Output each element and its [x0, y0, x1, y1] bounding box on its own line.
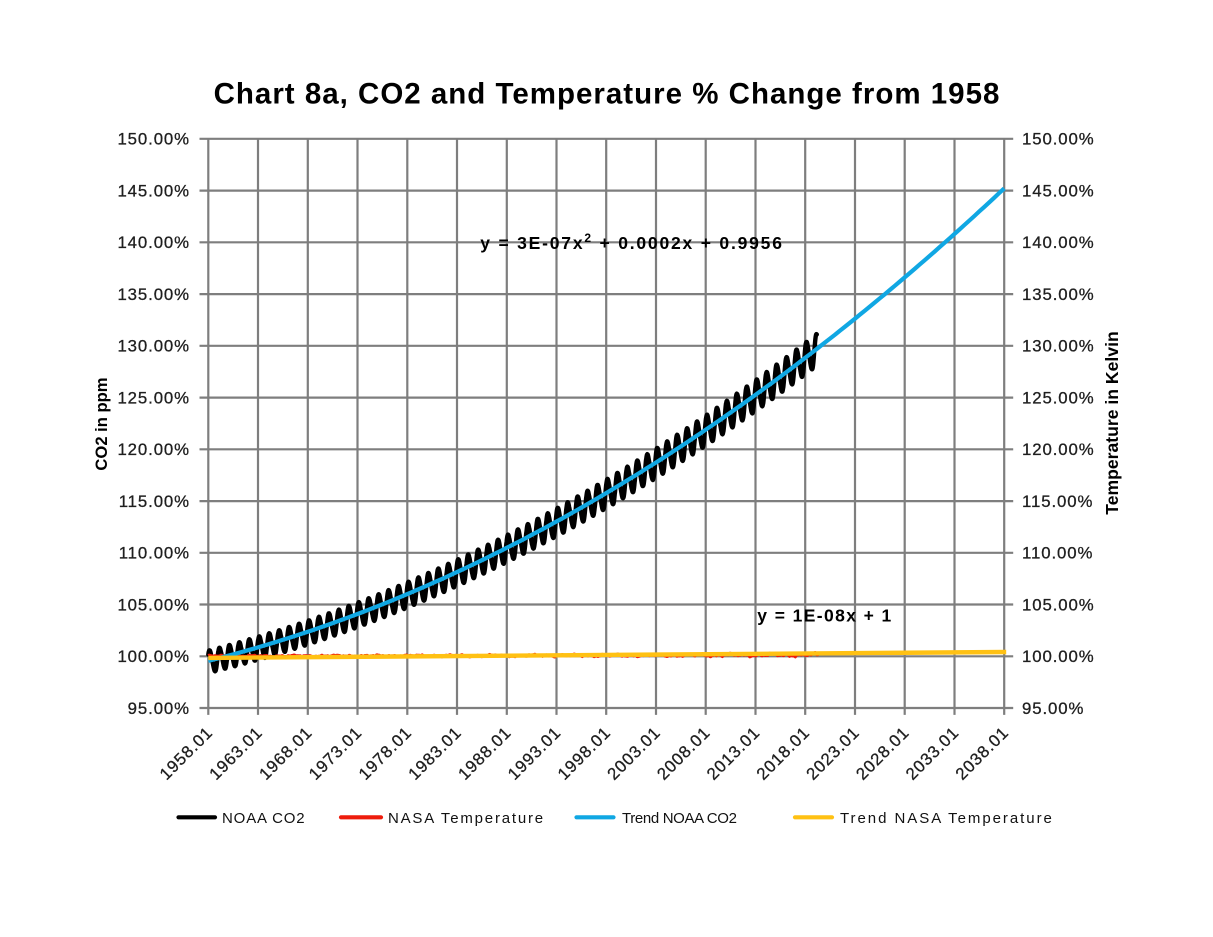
svg-text:135.00%: 135.00%	[117, 285, 190, 304]
svg-text:CO2 in ppm: CO2 in ppm	[92, 377, 111, 470]
svg-text:105.00%: 105.00%	[117, 595, 190, 614]
svg-text:y = 1E-08x + 1: y = 1E-08x + 1	[757, 606, 892, 626]
svg-text:150.00%: 150.00%	[1022, 130, 1095, 149]
svg-text:115.00%: 115.00%	[119, 492, 190, 511]
svg-text:105.00%: 105.00%	[1022, 595, 1095, 614]
svg-text:135.00%: 135.00%	[1022, 285, 1095, 304]
svg-text:Trend NOAA CO2: Trend NOAA CO2	[622, 810, 737, 827]
svg-text:110.00%: 110.00%	[1022, 544, 1093, 563]
svg-text:145.00%: 145.00%	[117, 181, 190, 200]
svg-text:150.00%: 150.00%	[117, 130, 190, 149]
svg-text:Trend NASA Temperature: Trend NASA Temperature	[840, 810, 1054, 827]
svg-text:95.00%: 95.00%	[1022, 699, 1084, 718]
svg-text:NASA Temperature: NASA Temperature	[388, 810, 545, 827]
svg-text:125.00%: 125.00%	[117, 388, 190, 407]
svg-text:120.00%: 120.00%	[117, 440, 190, 459]
svg-text:125.00%: 125.00%	[1022, 388, 1095, 407]
svg-text:110.00%: 110.00%	[119, 544, 190, 563]
svg-text:Chart 8a, CO2 and Temperature: Chart 8a, CO2 and Temperature % Change f…	[214, 78, 1001, 111]
svg-text:140.00%: 140.00%	[117, 233, 190, 252]
svg-text:NOAA CO2: NOAA CO2	[222, 810, 306, 827]
svg-text:Temperature in Kelvin: Temperature in Kelvin	[1102, 331, 1122, 514]
svg-text:140.00%: 140.00%	[1022, 233, 1095, 252]
svg-text:115.00%: 115.00%	[1022, 492, 1093, 511]
svg-text:100.00%: 100.00%	[1022, 647, 1095, 666]
svg-text:145.00%: 145.00%	[1022, 181, 1095, 200]
svg-text:95.00%: 95.00%	[128, 699, 190, 718]
svg-text:120.00%: 120.00%	[1022, 440, 1095, 459]
svg-text:130.00%: 130.00%	[117, 337, 190, 356]
svg-text:100.00%: 100.00%	[117, 647, 190, 666]
svg-text:y = 3E-07x2 + 0.0002x + 0.9956: y = 3E-07x2 + 0.0002x + 0.9956	[480, 231, 783, 253]
svg-text:130.00%: 130.00%	[1022, 337, 1095, 356]
